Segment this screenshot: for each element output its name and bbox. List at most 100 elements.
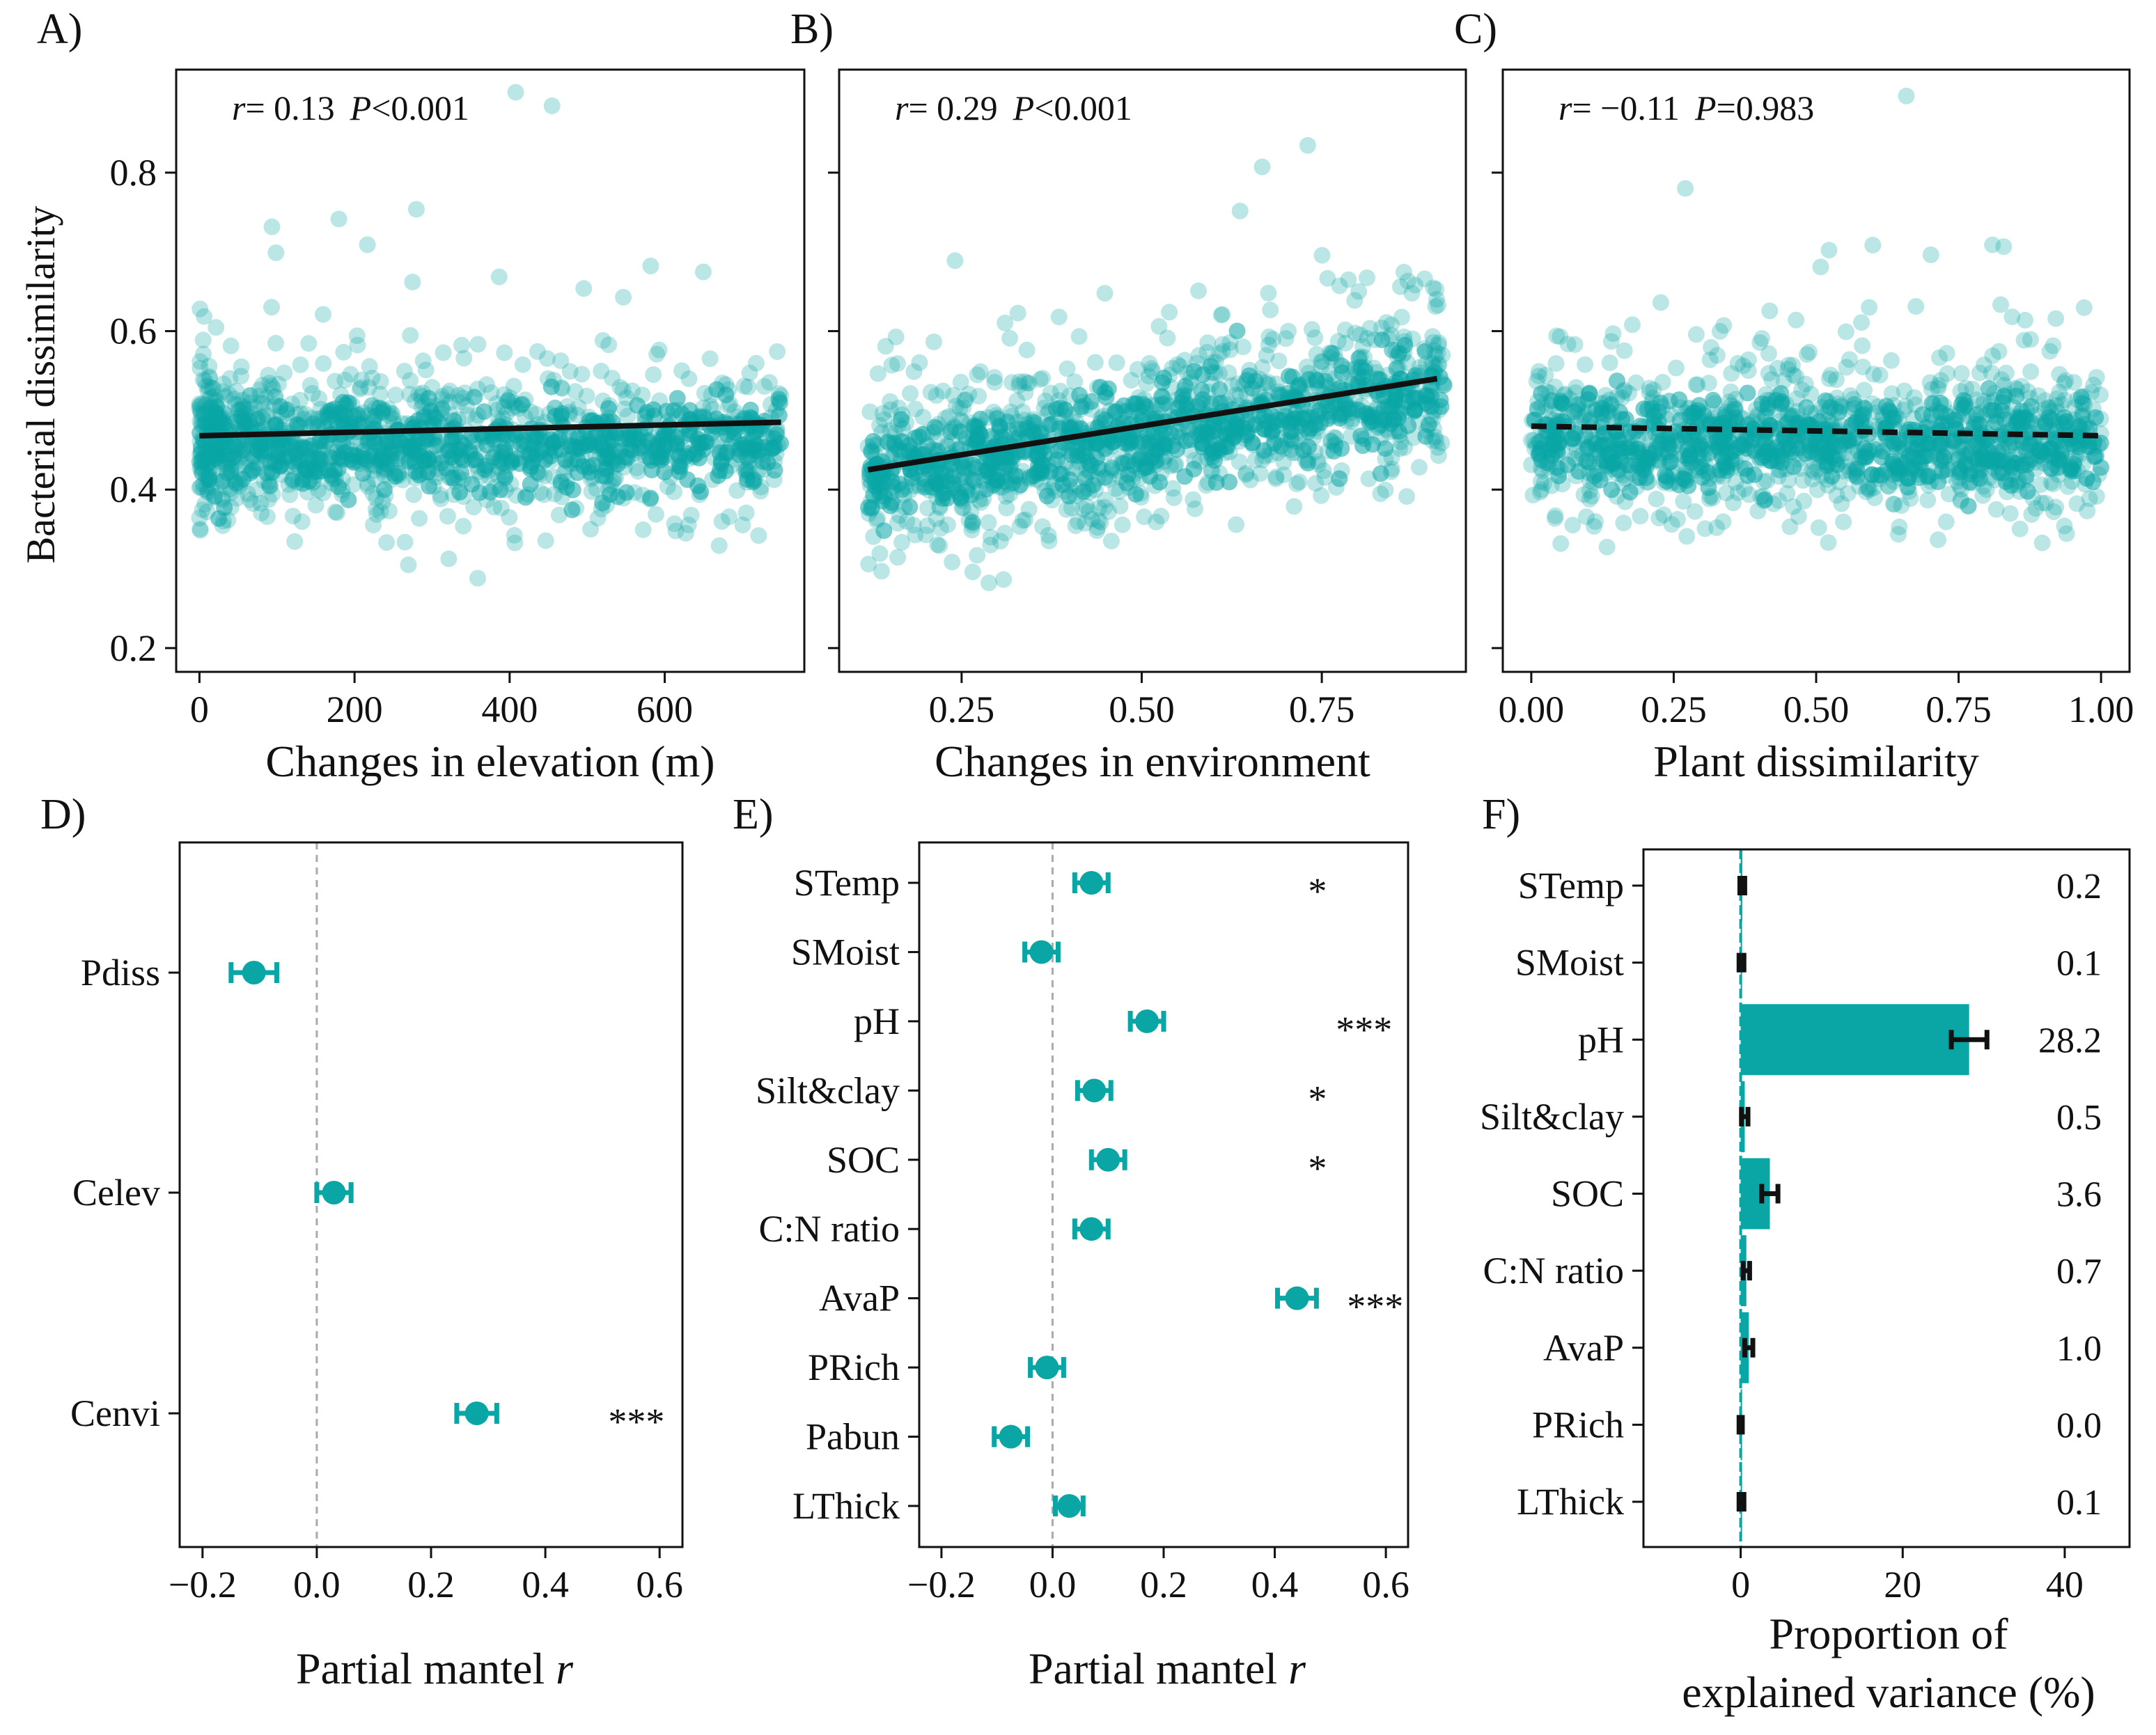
x-axis-label-text: Partial mantel [1029,1644,1277,1693]
scatter-point [1352,326,1369,343]
scatter-point [766,462,783,479]
scatter-point [929,536,946,554]
stat-p-value: =0.983 [1717,88,1815,127]
scatter-point [1919,492,1937,509]
scatter-point [233,368,250,385]
scatter-point [2008,387,2025,405]
scatter-point [220,386,237,403]
scatter-point [771,394,788,411]
x-tick-label: 1.00 [2068,689,2134,730]
scatter-point [735,377,753,395]
stat-p-symbol: P [1013,88,1035,127]
scatter-point [1052,382,1069,400]
bar-value-label: 1.0 [2056,1329,2102,1369]
error-bar [1736,1415,1745,1435]
scatter-point [1251,465,1269,482]
x-axis-label: Partial mantel r [296,1644,574,1693]
scatter-point [1648,490,1665,508]
scatter-point [2056,391,2074,409]
scatter-point [2081,420,2098,437]
scatter-point [1806,464,1823,480]
scatter-point [288,444,305,462]
stat-annotation: r= 0.13 P<0.001 [232,88,469,127]
scatter-point [1275,466,1292,483]
x-axis-label: Changes in environment [935,737,1370,786]
scatter-point [1817,392,1834,409]
scatter-point [1891,518,1908,535]
scatter-point [1780,356,1797,374]
scatter-point [1930,377,1947,394]
scatter-point [1192,426,1209,443]
scatter-point [1313,246,1331,264]
plot-frame [838,68,1467,673]
scatter-point [1253,359,1271,376]
scatter-point [1780,471,1797,489]
scatter-point [1020,375,1038,392]
scatter-point [1641,379,1658,397]
scatter-point [766,438,783,455]
scatter-point [1804,462,1821,479]
error-bar [1948,1030,1990,1050]
scatter-point [630,463,647,480]
scatter-point [901,498,919,515]
scatter-point [1722,383,1740,400]
scatter-point [359,236,376,253]
scatter-point [315,355,332,372]
scatter-point [970,388,987,405]
scatter-point [1033,455,1050,472]
scatter-point [1089,519,1107,536]
scatter-point [570,399,587,416]
scatter-point [1136,508,1153,526]
scatter-point [939,516,956,533]
stat-p-value: <0.001 [1034,88,1132,127]
scatter-point [1040,526,1057,544]
scatter-point [997,488,1015,505]
scatter-point [673,362,691,379]
scatter-point [318,432,336,450]
scatter-point [378,534,396,551]
scatter-point [1262,301,1279,319]
scatter-point [1893,497,1910,515]
scatter-point [1292,417,1309,434]
scatter-point [1416,270,1433,288]
scatter-point [1839,485,1857,502]
scatter-point [195,345,212,363]
scatter-point [529,343,546,360]
scatter-point [1198,344,1216,361]
significance-mark: *** [608,1401,664,1443]
scatter-point [222,337,240,354]
scatter-point [980,514,997,531]
scatter-point [1772,395,1790,413]
scatter-point [2011,520,2029,537]
scatter-point [1086,354,1104,371]
scatter-point [1621,483,1639,501]
scatter-point [917,526,935,544]
x-axis-label-symbol: r [1288,1644,1306,1693]
scatter-point [258,508,276,526]
scatter-point [1827,371,1845,388]
category-label: AvaP [819,1278,900,1319]
scatter-point [1604,325,1622,343]
scatter-point [2033,534,2051,551]
scatter-point [964,563,981,581]
scatter-point [1932,372,1949,389]
scatter-point [1308,372,1325,389]
scatter-point [1077,515,1094,532]
scatter-point [1547,378,1563,395]
scatter-point [1391,278,1409,295]
scatter-point [485,498,503,516]
scatter-point [552,352,570,370]
scatter-point [887,329,905,345]
scatter-point [617,448,634,466]
scatter-point [1781,518,1799,535]
x-tick-label: 0.75 [1289,689,1355,730]
scatter-point [1930,473,1947,491]
scatter-point [907,400,924,418]
scatter-point [943,455,960,473]
scatter-point [196,308,213,325]
scatter-point [1856,382,1873,399]
scatter-point [874,405,891,422]
scatter-point [1067,517,1084,535]
scatter-point [1040,533,1058,550]
scatter-point [1861,481,1878,498]
